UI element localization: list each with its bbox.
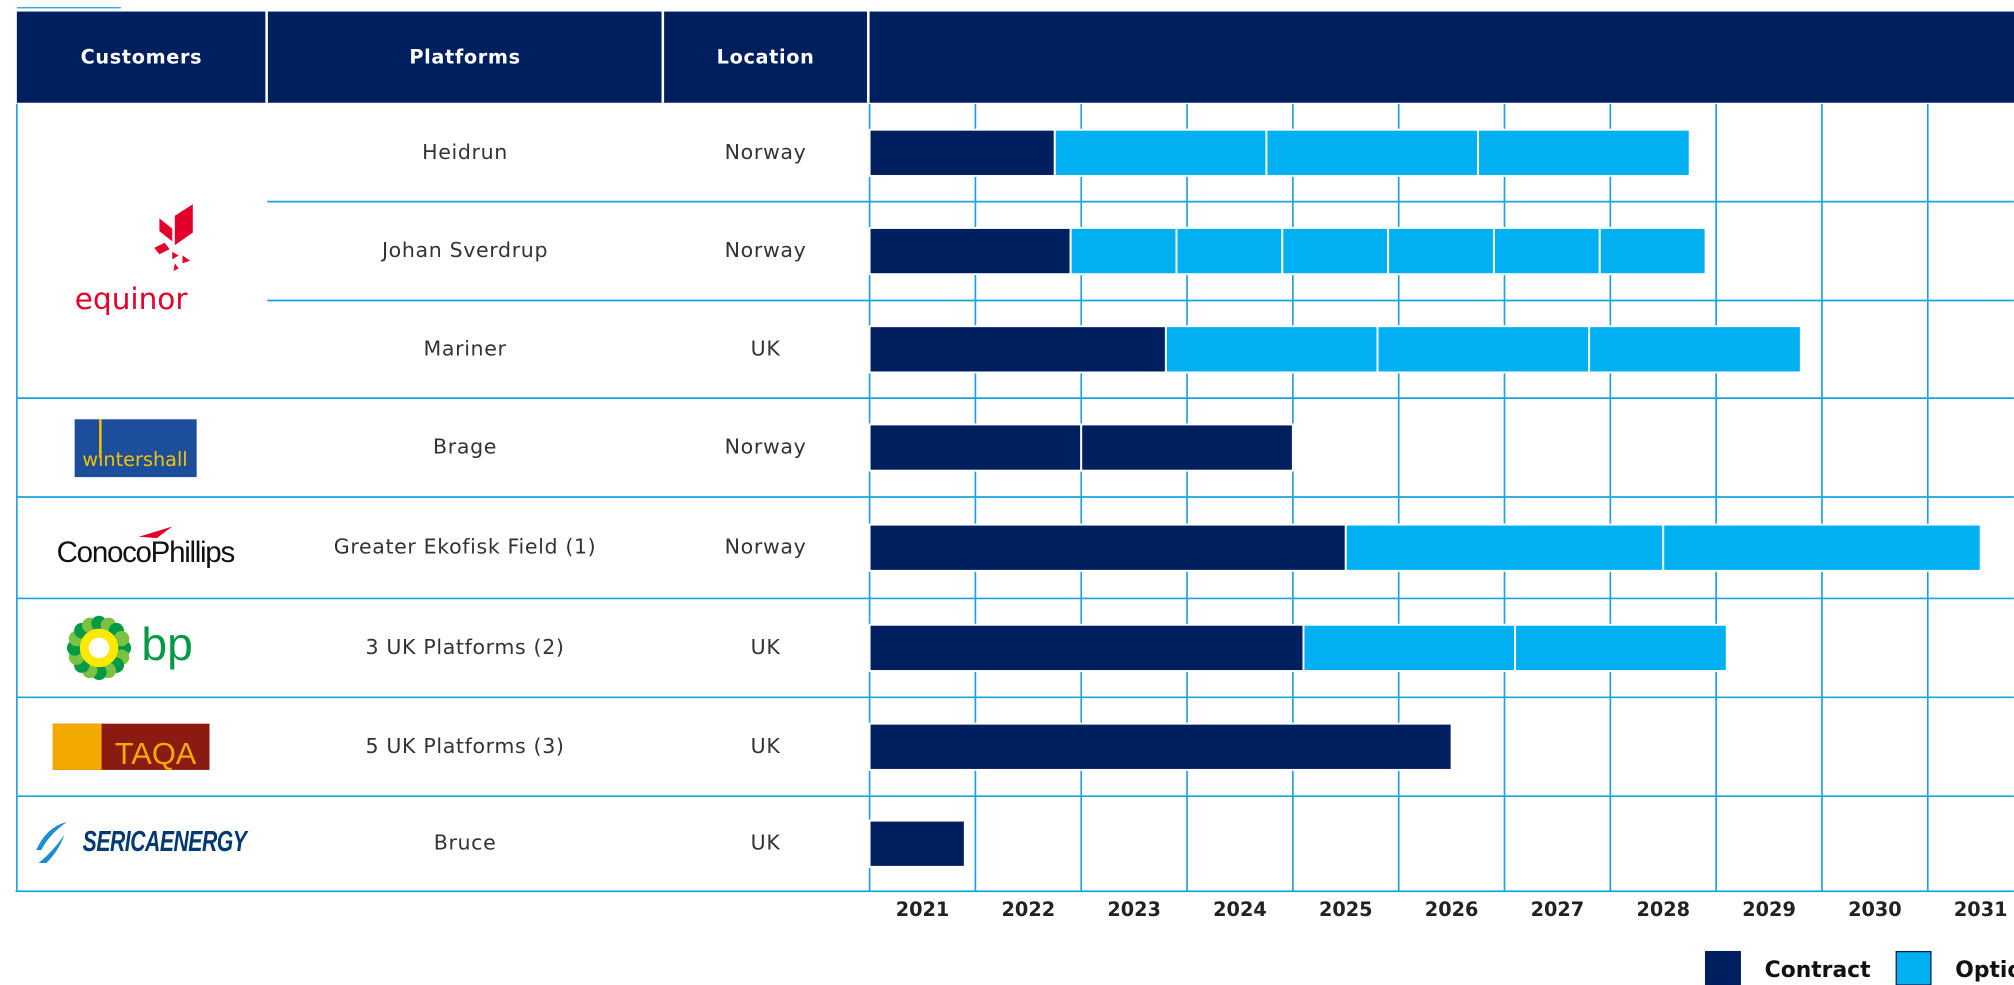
bar-segment [1588,325,1802,374]
bar-segment [868,128,1056,177]
bar-segment [1492,226,1601,276]
platform-name: Brage [433,435,497,459]
location-name: UK [751,635,781,659]
x-tick-label: 2026 [1425,898,1479,921]
bar-segment [1080,423,1294,472]
platform-name: 3 UK Platforms (2) [366,635,565,659]
bar-segment [868,226,1072,276]
platform-name: Greater Ekofisk Field (1) [334,535,597,559]
bar-segment [1053,128,1268,177]
bar-segment [1302,623,1517,672]
customer-name: equinor [75,282,189,316]
bar-segment [1598,226,1707,276]
header-customers: Customers [81,45,203,68]
bar-segment [868,722,1453,771]
legend-label: Option [1955,958,2014,983]
bar-segment [1662,523,1982,572]
customer-name: TAQA [115,736,197,771]
logo-petal [113,630,130,647]
logo-mark [138,526,173,539]
x-tick-label: 2031 [1954,898,2008,921]
logo-equinor: equinor [75,204,193,316]
location-name: UK [751,734,781,758]
platform-name: Johan Sverdrup [380,238,548,262]
x-tick-label: 2029 [1742,898,1796,921]
platform-name: Mariner [424,336,507,360]
platform-name: 5 UK Platforms (3) [366,734,565,758]
location-name: Norway [725,535,807,559]
x-tick-label: 2030 [1848,898,1902,921]
legend-swatch [1704,950,1741,985]
bar-segment [1281,226,1390,276]
bar-segment [868,819,966,868]
legend-label: Contract [1765,958,1871,983]
platform-name: Heidrun [422,140,508,164]
customer-name: wintershall [82,448,187,471]
logo-icon [52,723,102,770]
logo-box [74,419,197,478]
header-platforms: Platforms [409,45,520,68]
location-name: Norway [725,435,807,459]
location-name: Norway [725,238,807,262]
bar-segment [1175,226,1284,276]
x-tick-label: 2023 [1107,898,1161,921]
x-tick-label: 2027 [1531,898,1585,921]
header-bar [16,11,2014,103]
x-tick-label: 2025 [1319,898,1373,921]
platform-name: Bruce [434,831,497,855]
bar-segment [1069,226,1178,276]
location-name: UK [751,831,781,855]
bar-segment [1376,325,1591,374]
x-tick-label: 2022 [1002,898,1056,921]
bar-segment [868,325,1167,374]
bar-segment [1387,226,1495,276]
logo-mark [36,821,67,863]
bar-segment [868,623,1305,672]
bar-segment [868,523,1347,572]
bar-segment [1265,128,1480,177]
customer-name: bp [141,618,192,670]
bar-segment [1164,325,1379,374]
x-tick-label: 2024 [1213,898,1267,921]
customer-name: ConocoPhillips [57,536,235,569]
x-tick-label: 2021 [896,898,950,921]
bar-segment [1344,523,1665,572]
header-location: Location [717,45,815,68]
location-name: Norway [725,140,807,164]
bar-segment [868,423,1083,472]
bar-segment [1477,128,1691,177]
x-tick-label: 2028 [1636,898,1690,921]
location-name: UK [751,336,781,360]
customer-name: SERICAENERGY [83,826,249,858]
legend-swatch [1895,950,1932,985]
logo-core [88,637,110,659]
bar-segment [1514,623,1728,672]
logo-mark [154,204,193,271]
